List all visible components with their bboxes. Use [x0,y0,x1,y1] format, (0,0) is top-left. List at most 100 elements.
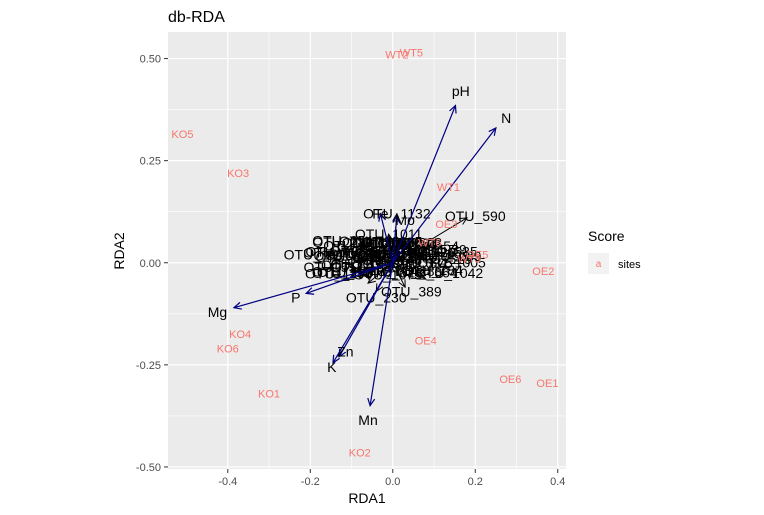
species-label-cloud-item: OTU_289 [421,248,482,264]
species-label-cloud-item: OTU_296 [312,265,373,281]
site-label-wt6: WT6 [418,237,441,249]
x-tick-label: 0.4 [550,476,565,488]
site-label-ko2: KO2 [349,448,371,460]
env-arrow-n-head [488,126,497,136]
site-label-ko3: KO3 [227,168,249,180]
species-arrow-head [325,251,335,260]
env-label-n: N [501,110,511,126]
species-label: OTU_389 [381,283,442,299]
env-arrow-mn [367,262,394,408]
x-axis-label: RDA1 [348,490,386,506]
species-label-cloud-item: OTU_345 [362,234,423,250]
chart-title: db-RDA [168,9,225,26]
species-label-cloud-item: OTU_326 [357,248,418,264]
species-arrow-shaft [392,217,468,264]
species-label-cloud-item: OTU_233 [312,234,373,250]
env-label-mg: Mg [208,304,227,320]
env-label-ph: pH [452,83,470,99]
env-arrow-ph-shaft [392,105,457,263]
env-arrow-n [392,126,497,264]
species-label-cloud-item: OTU_438 [305,243,366,259]
site-label-ko4: KO4 [229,329,251,341]
env-arrow-mo-shaft [392,215,398,263]
species-label-cloud-item: OTU_958 [330,242,391,258]
x-tick-label: -0.2 [301,476,320,488]
species-label-cloud-item: OTU_712 [303,245,364,261]
y-tick-label: -0.50 [136,462,161,474]
species-arrow-head [367,275,376,284]
species-arrow-shaft [359,245,393,264]
species-label: OTU_1 [284,247,329,263]
legend-key-glyph: a [596,259,602,270]
env-arrow-p [304,262,393,295]
y-axis: -0.50 -0.25 0.00 0.25 0.50 [136,54,168,474]
species-label-cloud-item: OTU_1042 [415,265,484,281]
env-arrow-p-shaft [305,262,393,294]
species-arrow [392,262,427,280]
env-label-zn: Zn [337,343,353,359]
env-arrow-fe-shaft [379,213,394,263]
env-arrow-k-head [332,354,340,364]
species-arrow-shaft [326,254,393,264]
env-arrow-p-head [304,287,315,295]
site-label-wt5: WT5 [400,47,423,59]
site-label-oe1: OE1 [536,378,558,390]
species-label: OTU_230 [346,289,407,305]
site-label-oe6: OE6 [499,374,521,386]
species-arrow-head [358,245,368,254]
env-label-fe: Fe [372,206,389,222]
species-label-cloud-item: OTU_221 [370,249,431,265]
y-tick-label: 0.25 [140,156,161,168]
species-label: OTU_1011 [355,226,423,242]
species-label-cloud-item: OTU_184 [402,262,463,278]
site-label-wt3: WT3 [457,254,480,266]
site-label-oe4: OE4 [415,335,437,347]
species-arrow [392,241,419,264]
env-arrow-mo [392,214,401,263]
species-label-cloud-item: OTU_833 [328,246,389,262]
site-label-ko1: KO1 [258,388,280,400]
major-gridlines [168,32,566,469]
species-arrow [392,217,468,264]
env-arrow-mg-head [232,301,242,310]
env-arrow-ph [392,104,457,263]
site-label-oe2: OE2 [532,266,554,278]
species-label-cloud-item: OTU_654 [312,233,373,249]
env-arrow-mg-shaft [233,262,393,309]
site-label-ko5: KO5 [171,129,193,141]
species-label-cloud-item: OTU_194 [368,244,429,260]
species-label-cloud-item: OTU_1005 [417,255,486,271]
species-arrow-shaft [392,262,406,288]
site-label-wt1: WT1 [437,182,460,194]
species-label-cloud-item: OTU_67 [360,235,413,251]
site-label-ko6: KO6 [217,344,239,356]
env-arrow-fe [378,212,394,263]
species-label-cloud-item: OTU_1040 [331,259,400,275]
env-arrow-mn-head [367,397,376,408]
species-label-cloud-item: OTU_664 [397,265,458,281]
species-arrow-head [398,279,406,289]
species-label-cloud-item: OTU_804 [317,264,378,280]
species-label-cloud-item: OTU_847 [321,257,382,273]
species-label-cloud-item: OTU_285 [382,263,443,279]
species-vectors: OTU_148OTU_617OTU_717OTU_947OTU_608OTU_1… [284,206,506,306]
species-label-cloud-item: OTU_11 [323,238,375,254]
species-label-cloud-item: OTU_853 [352,250,413,266]
species-label-cloud-item: OTU_1156 [314,248,382,264]
species-arrow [358,245,393,264]
species-label-cloud-item: OTU_507 [316,249,377,265]
species-label-cloud-item: OTU_436 [361,234,422,250]
environmental-vectors: pH N Mg P ZnK Mn Fe Mo [208,83,511,428]
species-label-cloud-item: OTU_657 [355,245,416,261]
species-arrow-shaft [392,262,426,280]
species-arrow [367,262,394,284]
species-label-cloud-item: OTU_293 [409,249,470,265]
legend-key-box [588,253,609,274]
species-label-cloud-item: OTU_675 [392,255,453,271]
legend-label-sites: sites [618,259,641,271]
species-label-cloud-item: OTU_617 [332,248,393,264]
site-label-wt2: WT2 [385,49,408,61]
env-label-k: K [327,359,337,375]
